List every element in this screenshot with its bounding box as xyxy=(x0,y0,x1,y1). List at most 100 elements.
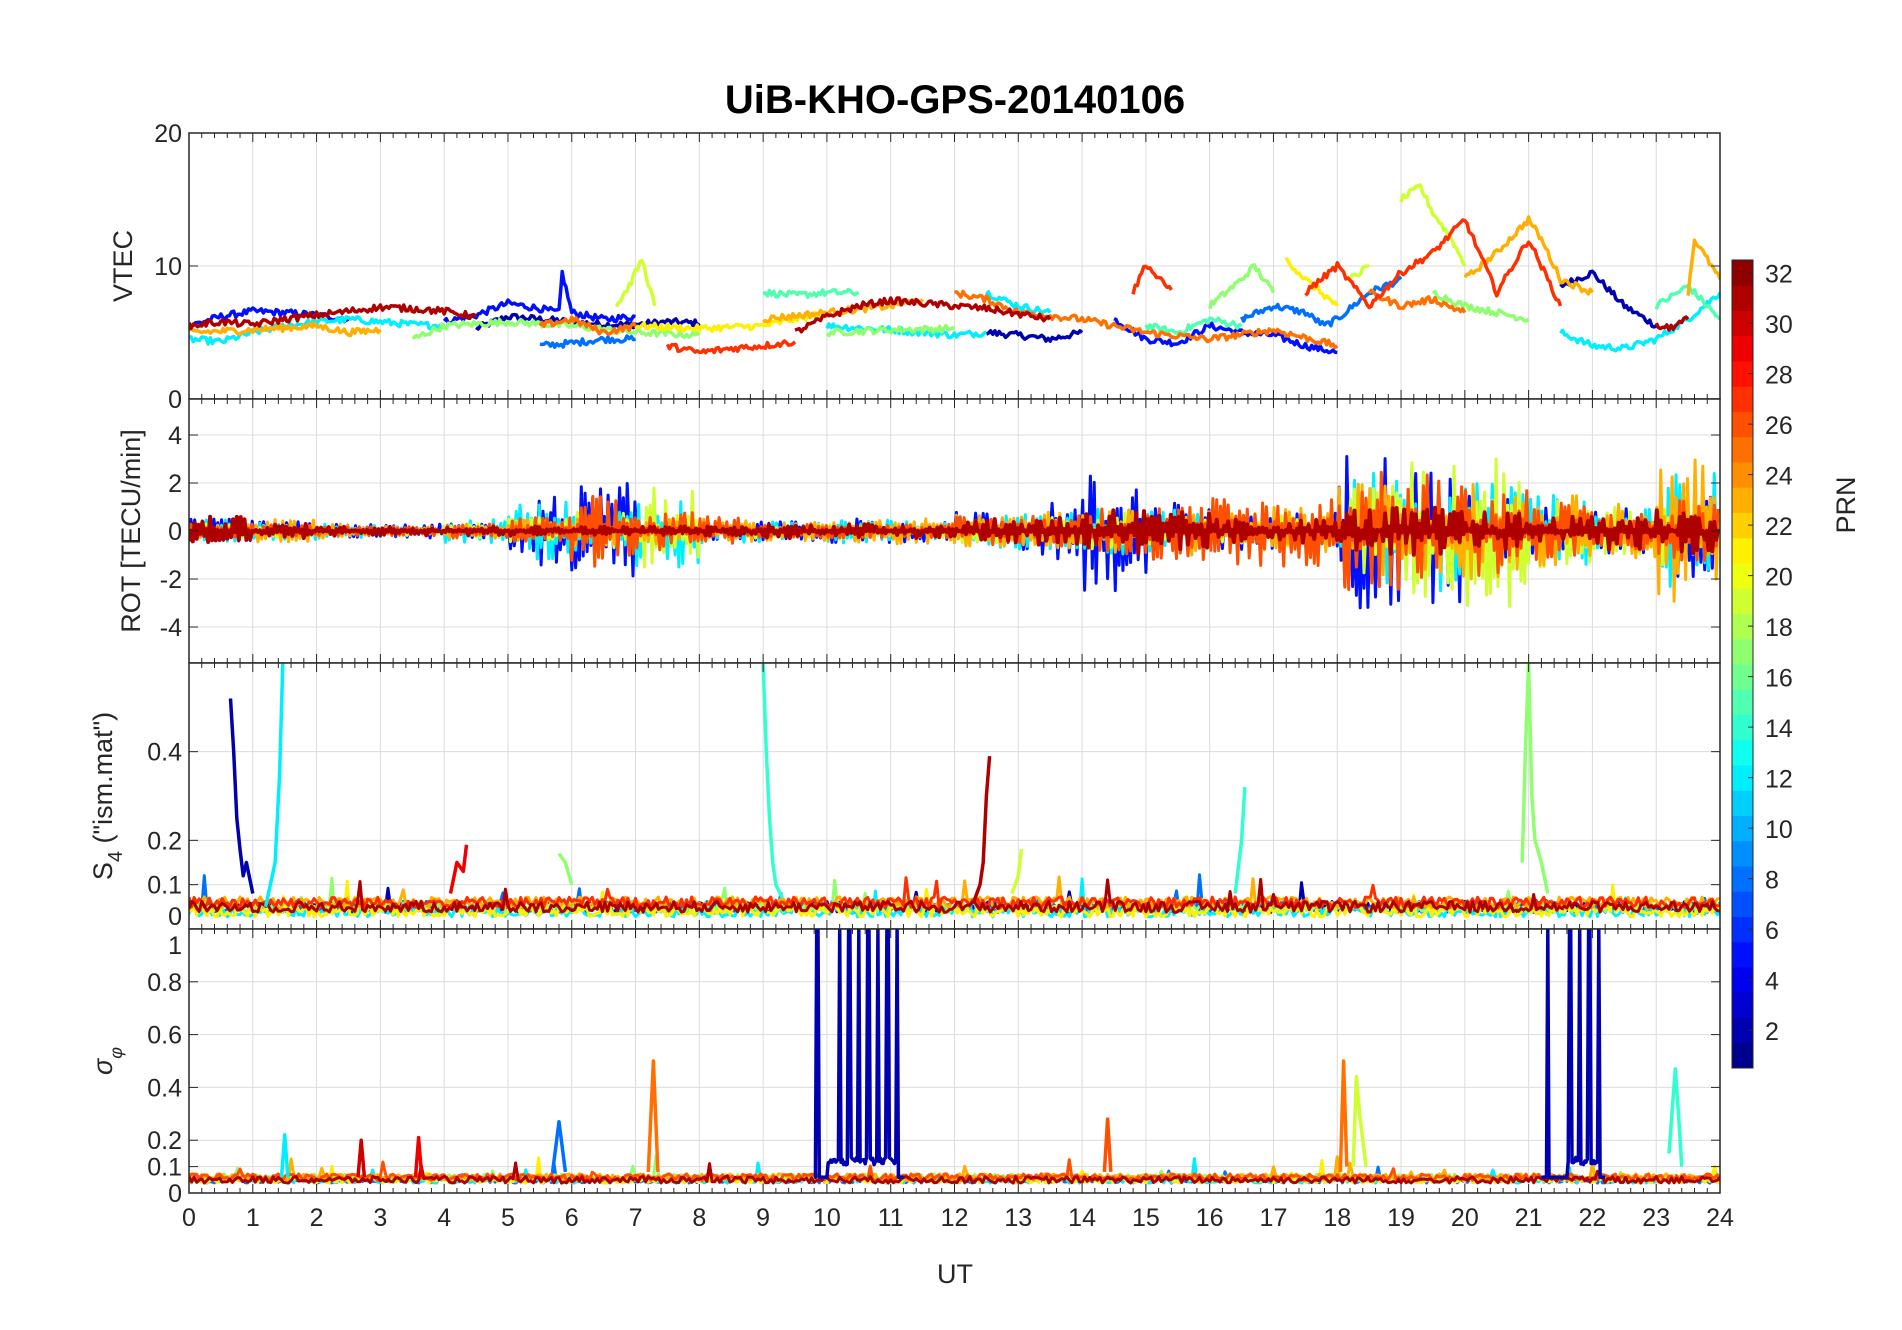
colorbar-swatch-3 xyxy=(1732,992,1753,1018)
x-tick-label: 2 xyxy=(310,1204,324,1232)
colorbar-swatch-31 xyxy=(1732,285,1753,311)
y-tick-label: 0 xyxy=(168,518,182,546)
y-tick-label: 2 xyxy=(168,470,182,498)
x-tick-label: 7 xyxy=(629,1204,643,1232)
x-tick-label: 0 xyxy=(182,1204,196,1232)
s4-spike-prn-29 xyxy=(448,844,469,894)
series-group xyxy=(189,455,1720,610)
rot-line-prn-31 xyxy=(189,505,1720,557)
y-tick-label: 0.6 xyxy=(147,1022,182,1050)
x-tick-label: 13 xyxy=(1004,1204,1032,1232)
colorbar-swatch-6 xyxy=(1732,916,1753,943)
x-tick-label: 21 xyxy=(1515,1204,1543,1232)
colorbar-tick-label: 6 xyxy=(1765,917,1779,945)
s4-axis-label: S4 ("ism.mat") xyxy=(88,712,127,880)
vtec-line-prn-17 xyxy=(1431,289,1530,323)
x-tick-label: 16 xyxy=(1196,1204,1224,1232)
x-tick-label: 14 xyxy=(1068,1204,1096,1232)
sigma-label-main: σ xyxy=(88,1057,118,1075)
panel-s4: 0 0.1 0.2 0.4 xyxy=(147,662,1721,931)
colorbar-swatch-4 xyxy=(1732,967,1753,993)
vtec-line-prn-25 xyxy=(1367,288,1467,314)
series-group xyxy=(189,663,1720,919)
colorbar-label: PRN xyxy=(1831,476,1861,533)
sigma_phi-spike-prn-25 xyxy=(1338,1059,1349,1172)
x-tick-label: 3 xyxy=(373,1204,387,1232)
x-tick-label: 5 xyxy=(501,1204,515,1232)
colorbar-tick-label: 20 xyxy=(1765,564,1793,592)
y-tick-label: 1 xyxy=(168,932,182,960)
colorbar-swatch-2 xyxy=(1732,1017,1753,1044)
colorbar-swatch-20 xyxy=(1732,563,1753,589)
s4-spike-prn-2 xyxy=(228,698,255,894)
vtec-line-prn-17 xyxy=(825,323,956,338)
colorbar-swatch-14 xyxy=(1732,714,1753,741)
vtec-line-prn-25 xyxy=(538,315,637,336)
y-tick-label: 0.2 xyxy=(147,1127,182,1155)
colorbar-swatch-13 xyxy=(1732,739,1753,766)
vtec-line-prn-19 xyxy=(1399,183,1467,267)
vtec-line-prn-2 xyxy=(985,329,1084,343)
colorbar-swatch-5 xyxy=(1732,941,1753,968)
y-tick-label: 0.2 xyxy=(147,827,182,855)
sigma_phi-spike-prn-30 xyxy=(356,1138,367,1178)
colorbar-tick-label: 12 xyxy=(1765,766,1793,794)
colorbar-swatch-7 xyxy=(1732,891,1753,917)
y-tick-label: 0 xyxy=(168,903,182,931)
vtec-line-prn-8 xyxy=(539,334,636,349)
sigma-spikes-prn-2-group-1 xyxy=(1540,929,1606,1179)
vtec-axis-label: VTEC xyxy=(108,230,138,302)
sigma_phi-spike-prn-29 xyxy=(413,1135,424,1178)
colorbar-swatch-23 xyxy=(1732,487,1753,513)
x-tick-label: 24 xyxy=(1706,1204,1734,1232)
colorbar-tick-label: 32 xyxy=(1765,261,1793,289)
y-tick-label: 0.4 xyxy=(147,739,182,767)
s4-spike-prn-31 xyxy=(971,755,992,903)
y-tick-label: 4 xyxy=(168,422,182,450)
vtec-line-prn-2 xyxy=(1559,269,1658,329)
y-tick-label: 20 xyxy=(154,120,182,148)
sigma-label-sub: φ xyxy=(106,1047,126,1059)
colorbar-tick-label: 4 xyxy=(1765,968,1779,996)
colorbar-swatch-29 xyxy=(1732,335,1753,362)
s4-spike-prn-19 xyxy=(1010,848,1024,895)
s4-spike-prn-17 xyxy=(1520,663,1550,894)
series-group xyxy=(189,929,1720,1185)
colorbar-tick-label: 10 xyxy=(1765,816,1793,844)
x-tick-label: 4 xyxy=(437,1204,451,1232)
x-tick-label: 8 xyxy=(692,1204,706,1232)
x-tick-label: 1 xyxy=(246,1204,260,1232)
sigma_phi-spike-prn-8 xyxy=(550,1119,568,1173)
colorbar-swatch-28 xyxy=(1732,361,1753,387)
x-tick-label: 19 xyxy=(1387,1204,1415,1232)
vtec-line-prn-27 xyxy=(1304,218,1563,310)
sigma_phi-spike-prn-26 xyxy=(1102,1117,1113,1173)
vtec-line-prn-31 xyxy=(794,296,1052,334)
s4-label-tail: ("ism.mat") xyxy=(88,712,118,851)
colorbar-swatch-22 xyxy=(1732,512,1753,539)
panel-rot: -4 -2 0 2 4 xyxy=(160,398,1721,664)
vtec-line-prn-8 xyxy=(1240,275,1403,328)
s4-spike-prn-14 xyxy=(1233,786,1247,894)
x-tick-label: 17 xyxy=(1260,1204,1288,1232)
vtec-line-prn-27 xyxy=(1131,264,1173,295)
sigma_phi-spike-prn-12 xyxy=(279,1133,290,1178)
panel-vtec: 0 10 20 xyxy=(154,120,1721,414)
vtec-line-prn-17 xyxy=(1208,263,1276,310)
sigma_phi-spike-prn-19 xyxy=(1351,1075,1368,1167)
s4-label-main: S xyxy=(88,862,118,880)
y-tick-label: 10 xyxy=(154,253,182,281)
colorbar-tick-label: 26 xyxy=(1765,412,1793,440)
x-tick-label: 12 xyxy=(941,1204,969,1232)
y-tick-label: 0 xyxy=(168,386,182,414)
s4-baseline-prn-31 xyxy=(189,877,1720,914)
s4-spike-prn-12 xyxy=(263,663,285,908)
colorbar-swatch-9 xyxy=(1732,840,1753,867)
s4-spike-prn-17 xyxy=(557,852,574,886)
colorbar-swatch-11 xyxy=(1732,790,1753,816)
colorbar-frame xyxy=(1731,259,1754,1069)
vtec-line-prn-31 xyxy=(189,303,478,331)
colorbar-swatch-18 xyxy=(1732,613,1753,640)
sigma_phi-baseline-prn-31 xyxy=(189,1161,1720,1185)
colorbar-swatch-24 xyxy=(1732,462,1753,488)
